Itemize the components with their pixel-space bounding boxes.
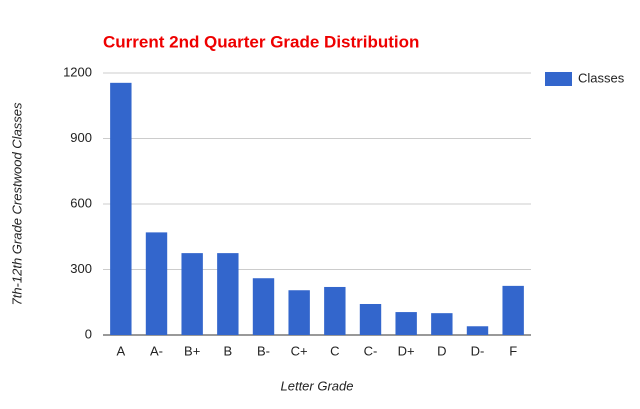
x-tick-label: B+ (184, 343, 200, 358)
bar (145, 232, 168, 335)
x-tick-label: A- (150, 343, 163, 358)
bar (431, 313, 453, 335)
x-tick-label: C (330, 343, 339, 358)
x-axis-title: Letter Grade (281, 378, 354, 393)
x-tick-label: F (509, 343, 517, 358)
x-tick-label: D+ (398, 343, 415, 358)
x-tick-label: B- (257, 343, 270, 358)
x-tick-label: A (116, 343, 125, 358)
y-tick-label: 600 (70, 195, 92, 210)
bar (324, 286, 346, 335)
legend-label: Classes (578, 70, 625, 85)
y-tick-label: 900 (70, 130, 92, 145)
bar (181, 253, 203, 335)
legend-swatch (545, 72, 572, 86)
y-tick-label: 0 (85, 326, 92, 341)
chart-title: Current 2nd Quarter Grade Distribution (103, 32, 419, 51)
y-axis-title: 7th-12th Grade Crestwood Classes (9, 102, 24, 306)
y-tick-label: 1200 (63, 64, 92, 79)
x-tick-label: D- (471, 343, 485, 358)
bar (110, 82, 132, 335)
bar (466, 326, 489, 335)
bar (252, 278, 275, 335)
x-tick-label: B (223, 343, 232, 358)
y-tick-label: 300 (70, 261, 92, 276)
bar (395, 312, 417, 335)
bar (359, 303, 382, 335)
bar (288, 290, 310, 335)
x-tick-label: C- (364, 343, 378, 358)
x-tick-label: C+ (291, 343, 308, 358)
x-tick-label: D (437, 343, 446, 358)
bar (502, 285, 524, 335)
bar (217, 253, 239, 335)
